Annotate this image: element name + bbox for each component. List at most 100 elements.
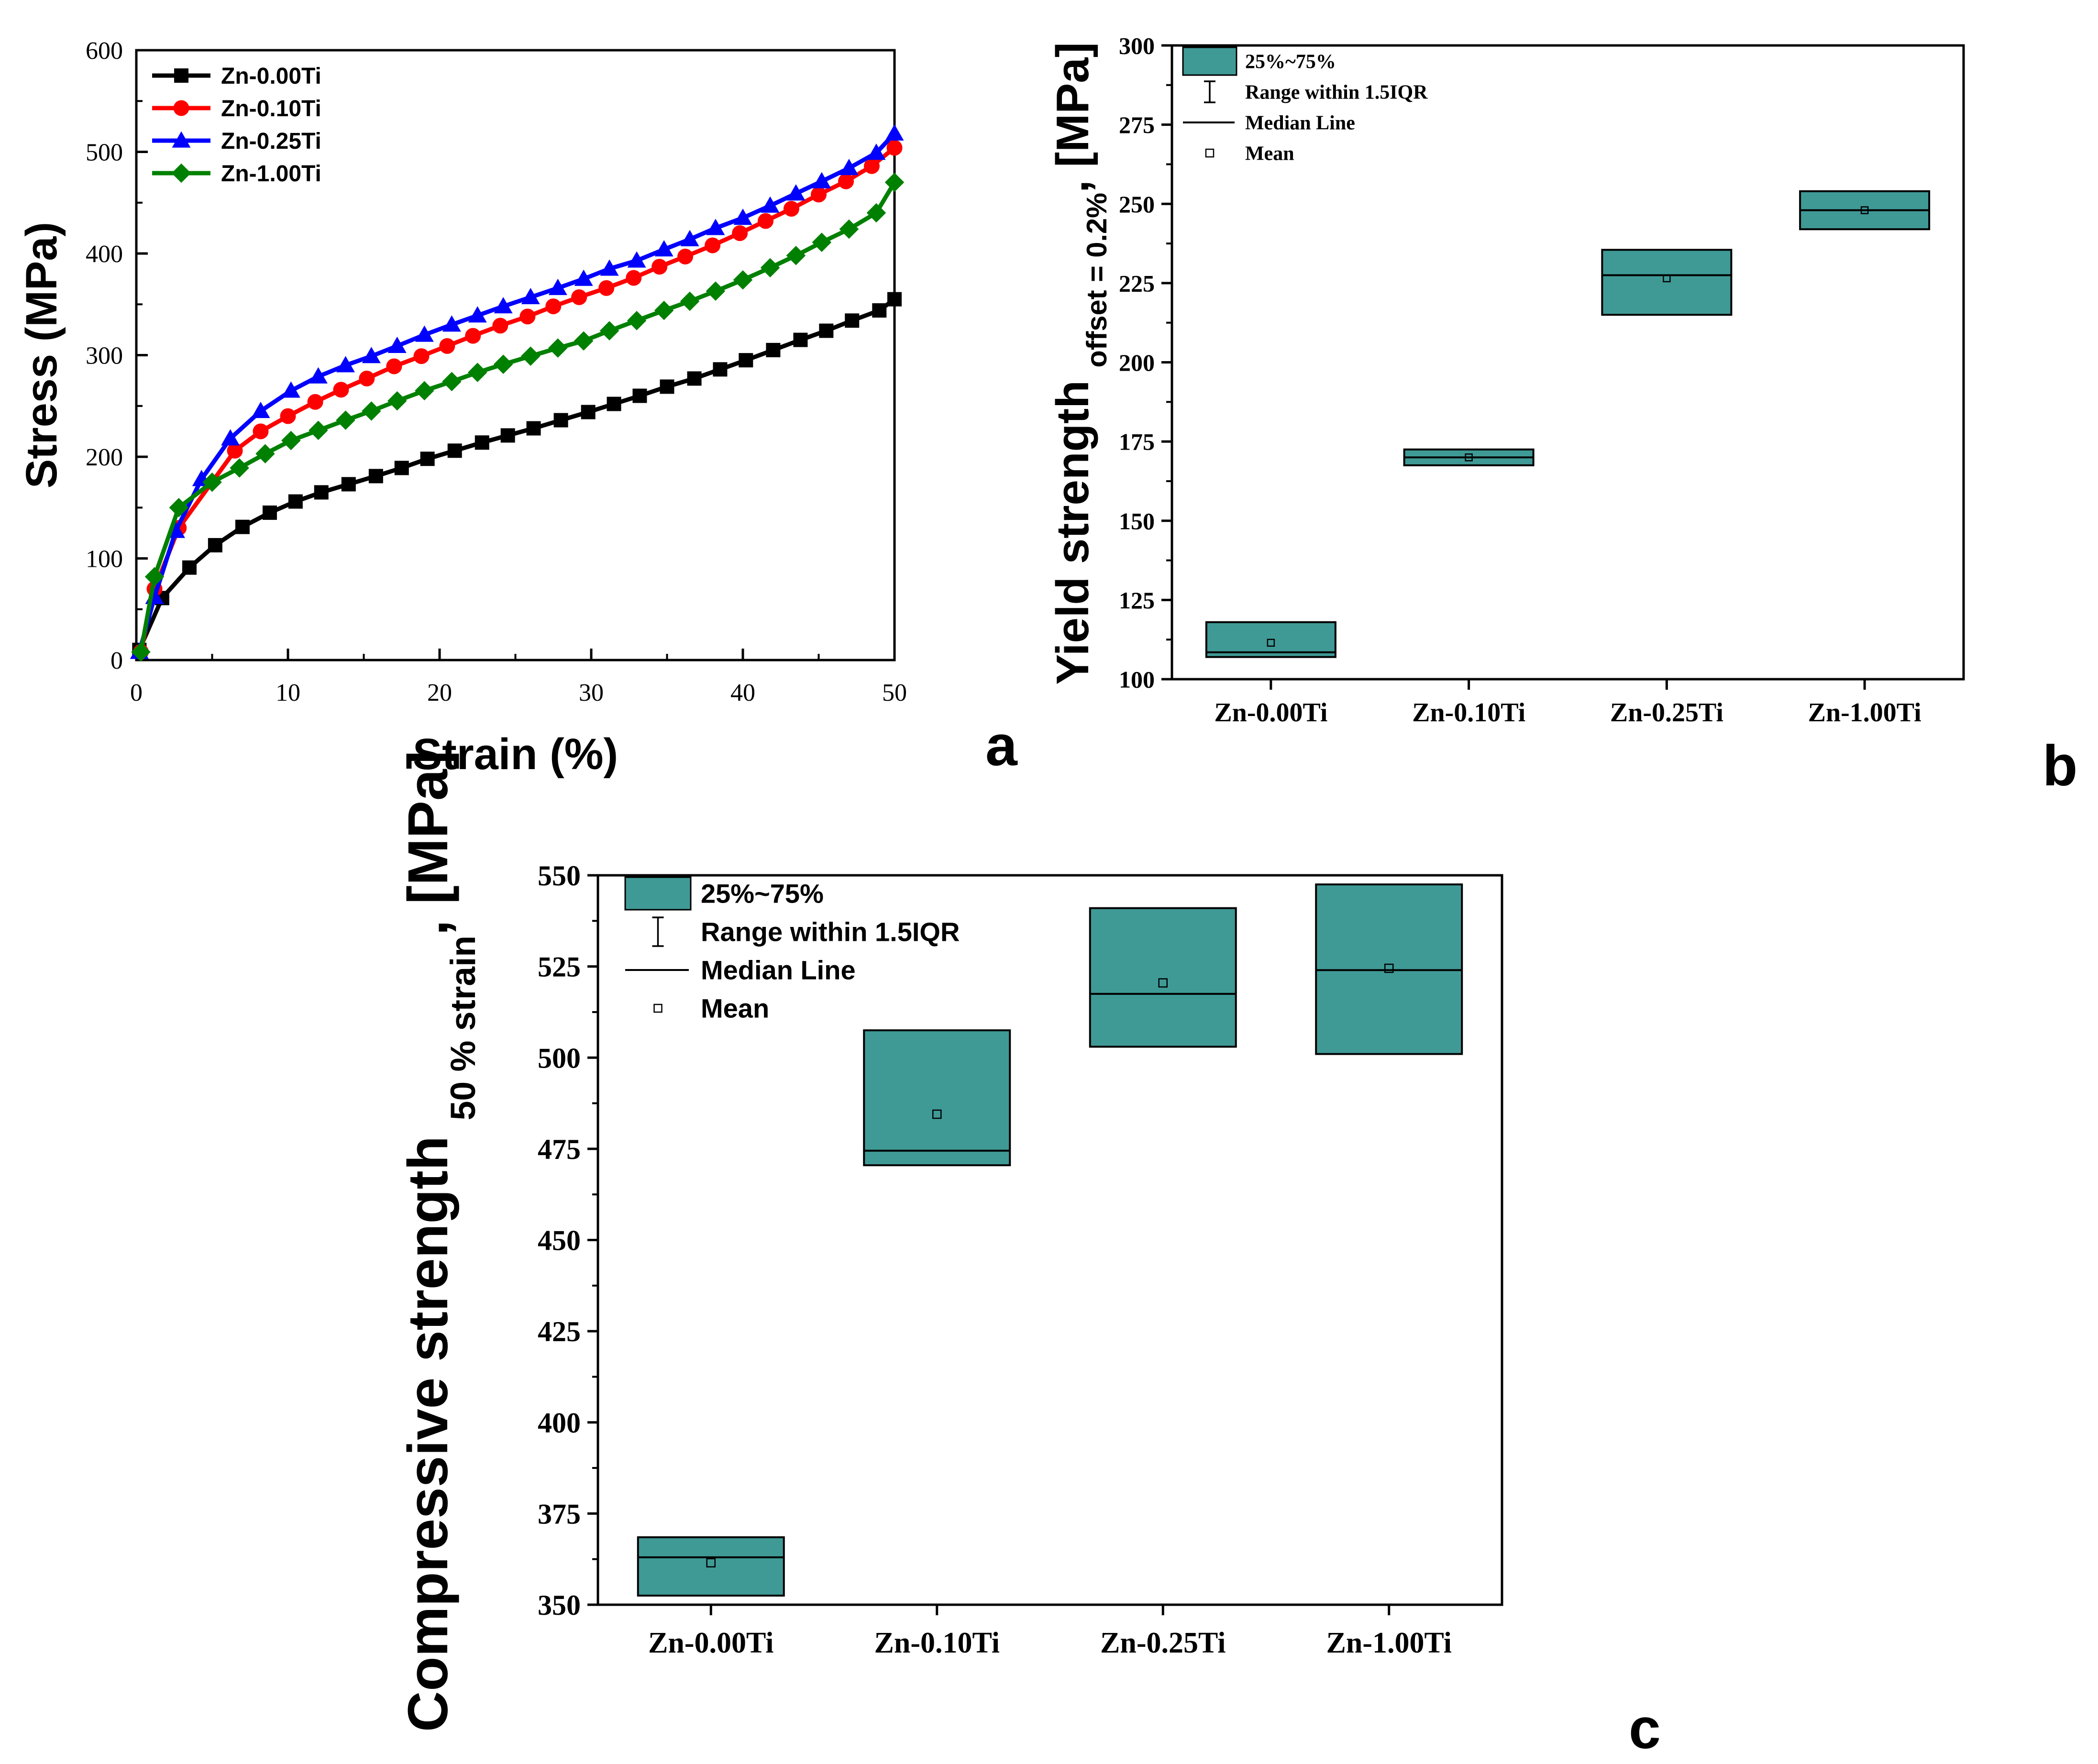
data-point-Zn-0.10Ti: [758, 213, 774, 229]
x-tick-label: 20: [427, 679, 452, 706]
data-point-Zn-0.25Ti: [362, 347, 381, 364]
data-point-Zn-1.00Ti: [654, 300, 674, 320]
data-point-Zn-1.00Ti: [493, 354, 513, 374]
box-mean-Zn-0.10Ti: [1465, 453, 1473, 462]
box-Zn-0.10Ti: [863, 1029, 1011, 1167]
x-category-label: Zn-0.10Ti: [874, 1627, 1000, 1659]
box-Zn-1.00Ti: [1799, 190, 1931, 231]
y-axis-title-unit: , [MPa]: [1047, 42, 1098, 193]
data-point-Zn-0.10Ti: [545, 298, 562, 314]
box-mean-Zn-0.00Ti: [1267, 639, 1275, 647]
box-mean-Zn-0.25Ti: [1663, 274, 1671, 283]
y-tick-label: 600: [86, 37, 123, 65]
legend-mean-marker: [1205, 148, 1215, 158]
data-point-Zn-0.25Ti: [574, 269, 593, 286]
data-point-Zn-0.00Ti: [420, 452, 435, 466]
box-mean-Zn-0.10Ti: [932, 1109, 942, 1119]
data-point-Zn-0.25Ti: [839, 159, 859, 176]
legend-label-Zn-0.10Ti: Zn-0.10Ti: [221, 96, 321, 121]
y-tick-label: 550: [538, 860, 581, 892]
legend-label: 25%~75%: [1245, 51, 1336, 73]
y-tick-label: 100: [1119, 666, 1155, 693]
y-tick-label: 150: [1119, 507, 1155, 534]
y-tick-label: 300: [1119, 33, 1155, 59]
data-point-Zn-0.10Ti: [280, 408, 296, 424]
panel-label-a: a: [985, 714, 1018, 778]
data-point-Zn-0.25Ti: [415, 325, 434, 342]
box-mean-Zn-1.00Ti: [1860, 206, 1869, 214]
legend-marker-Zn-0.25Ti: [172, 131, 191, 148]
box-Zn-0.10Ti: [1403, 448, 1535, 466]
data-point-Zn-0.00Ti: [687, 371, 702, 386]
y-axis-title: Yield strength offset = 0.2%, [MPa]: [1047, 42, 1113, 684]
y-tick-label: 350: [538, 1589, 581, 1621]
data-point-Zn-0.25Ti: [548, 278, 567, 295]
y-tick-label: 200: [86, 444, 123, 471]
x-tick-label: 0: [130, 679, 143, 706]
data-point-Zn-0.25Ti: [600, 259, 619, 276]
data-point-Zn-0.00Ti: [182, 560, 197, 575]
data-point-Zn-0.10Ti: [492, 318, 508, 334]
data-point-Zn-0.10Ti: [705, 237, 721, 254]
data-point-Zn-1.00Ti: [281, 430, 301, 451]
legend-label-Zn-0.25Ti: Zn-0.25Ti: [221, 129, 321, 154]
data-point-Zn-1.00Ti: [733, 270, 753, 290]
legend-marker-Zn-0.10Ti: [173, 100, 189, 116]
data-point-Zn-0.00Ti: [739, 353, 753, 368]
data-point-Zn-1.00Ti: [760, 258, 780, 277]
y-axis-title-subscript: offset = 0.2%: [1081, 193, 1113, 368]
data-point-Zn-0.10Ti: [863, 158, 880, 174]
box-mean-Zn-0.00Ti: [706, 1558, 716, 1568]
data-point-Zn-1.00Ti: [442, 372, 462, 391]
data-point-Zn-1.00Ti: [599, 321, 619, 341]
data-point-Zn-0.10Ti: [811, 187, 827, 203]
box-mean-Zn-1.00Ti: [1384, 963, 1394, 973]
data-point-Zn-0.25Ti: [309, 367, 328, 384]
y-tick-label: 250: [1119, 191, 1155, 218]
series-Zn-0.25Ti: [130, 124, 904, 659]
data-point-Zn-0.00Ti: [581, 405, 596, 419]
legend-marker-Zn-0.00Ti: [174, 68, 188, 83]
data-point-Zn-0.25Ti: [468, 306, 487, 323]
data-point-Zn-0.10Ti: [626, 270, 642, 286]
data-point-Zn-0.00Ti: [526, 421, 541, 436]
x-axis-title: Strain (%): [413, 730, 618, 779]
data-point-Zn-0.00Ti: [845, 313, 860, 328]
y-tick-label: 300: [86, 342, 123, 370]
y-tick-label: 0: [110, 647, 123, 674]
legend-mean-marker: [653, 1003, 663, 1013]
legend: 25%~75% Range within 1.5IQR Median Line Mea…: [624, 876, 960, 1024]
data-point-Zn-0.25Ti: [442, 315, 461, 332]
y-axis-title-subscript: 50 % strain: [443, 936, 483, 1120]
box-Zn-1.00Ti: [1315, 883, 1463, 1055]
y-tick-label: 525: [538, 951, 581, 983]
series-line-Zn-0.00Ti: [137, 298, 896, 651]
data-point-Zn-0.25Ti: [521, 287, 540, 304]
data-point-Zn-0.25Ti: [885, 124, 904, 141]
x-tick-label: 30: [579, 679, 604, 706]
panel-b-yield-strength-chart: 100 125 150 175 200 225 250 275 300 Zn-0.00Ti Zn-0…: [1047, 33, 1965, 728]
legend-label: Median Line: [701, 955, 856, 985]
y-axis-title-main: Yield strength: [1047, 367, 1098, 684]
y-tick-label: 425: [538, 1316, 581, 1347]
data-point-Zn-1.00Ti: [884, 173, 905, 192]
panel-label-c: c: [1629, 1697, 1661, 1761]
data-point-Zn-0.10Ti: [838, 173, 854, 189]
y-tick-label: 175: [1119, 429, 1155, 455]
x-tick-label: 10: [276, 679, 300, 706]
series-Zn-0.10Ti: [133, 140, 903, 660]
y-tick-label: 500: [86, 139, 123, 166]
data-point-Zn-0.00Ti: [447, 443, 462, 458]
data-point-Zn-0.00Ti: [235, 519, 250, 534]
data-point-Zn-0.25Ti: [627, 251, 646, 268]
data-point-Zn-1.00Ti: [574, 331, 594, 351]
data-point-Zn-0.10Ti: [413, 348, 430, 364]
legend-label-Zn-1.00Ti: Zn-1.00Ti: [221, 161, 321, 187]
x-category-label: Zn-0.00Ti: [648, 1627, 773, 1659]
data-point-Zn-1.00Ti: [202, 472, 222, 492]
data-point-Zn-1.00Ti: [169, 498, 189, 518]
x-tick-label: 40: [730, 679, 755, 706]
panel-c-compressive-strength-chart: 350 375 400 425 450 475 500 525 550 Zn-0.00Ti Zn-0…: [397, 750, 1503, 1732]
box-iqr-Zn-0.25Ti: [1089, 907, 1237, 1048]
